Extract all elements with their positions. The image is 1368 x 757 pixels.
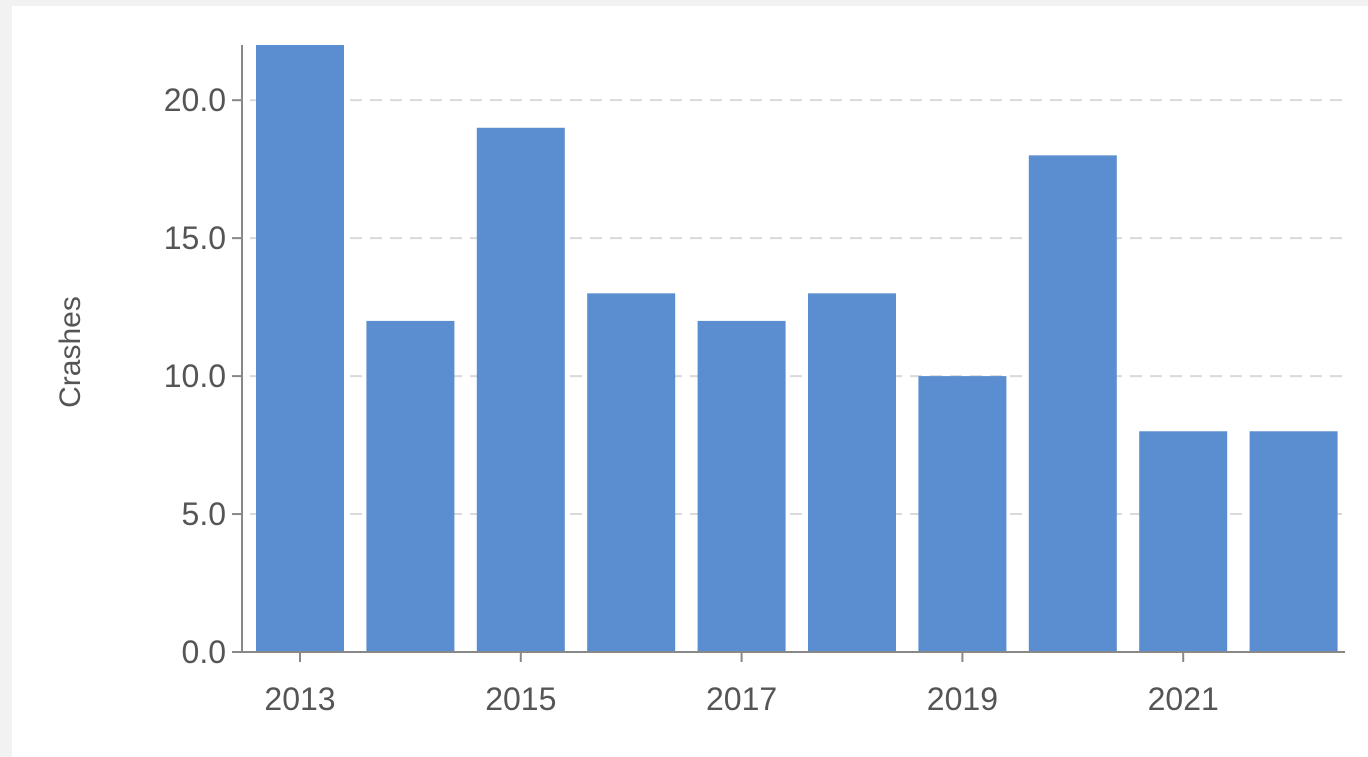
bar-2013 <box>256 45 344 652</box>
x-tick-label: 2013 <box>264 681 335 717</box>
bar-2016 <box>587 293 676 652</box>
bar-2014 <box>366 320 455 652</box>
y-tick-label: 5.0 <box>182 496 226 532</box>
bar-2022 <box>1249 431 1338 652</box>
y-tick-label: 15.0 <box>164 220 226 256</box>
y-tick-label: 0.0 <box>182 634 226 670</box>
y-tick-label: 20.0 <box>164 82 226 118</box>
y-axis-title: Crashes <box>54 296 87 408</box>
x-tick-label: 2017 <box>706 681 777 717</box>
bar-2019 <box>918 376 1007 652</box>
bars <box>256 45 1338 653</box>
x-tick-label: 2015 <box>485 681 556 717</box>
bar-2018 <box>808 293 896 652</box>
x-tick-label: 2019 <box>927 681 998 717</box>
y-tick-label: 10.0 <box>164 358 226 394</box>
x-ticks: 2013 2015 2017 2019 2021 <box>264 652 1219 717</box>
bar-2021 <box>1139 431 1228 652</box>
bar-2015 <box>476 127 565 653</box>
bar-2020 <box>1028 155 1117 652</box>
y-ticks: 0.0 5.0 10.0 15.0 20.0 <box>164 82 242 670</box>
x-tick-label: 2021 <box>1148 681 1219 717</box>
axes <box>232 45 1345 653</box>
bar-2017 <box>697 320 786 652</box>
